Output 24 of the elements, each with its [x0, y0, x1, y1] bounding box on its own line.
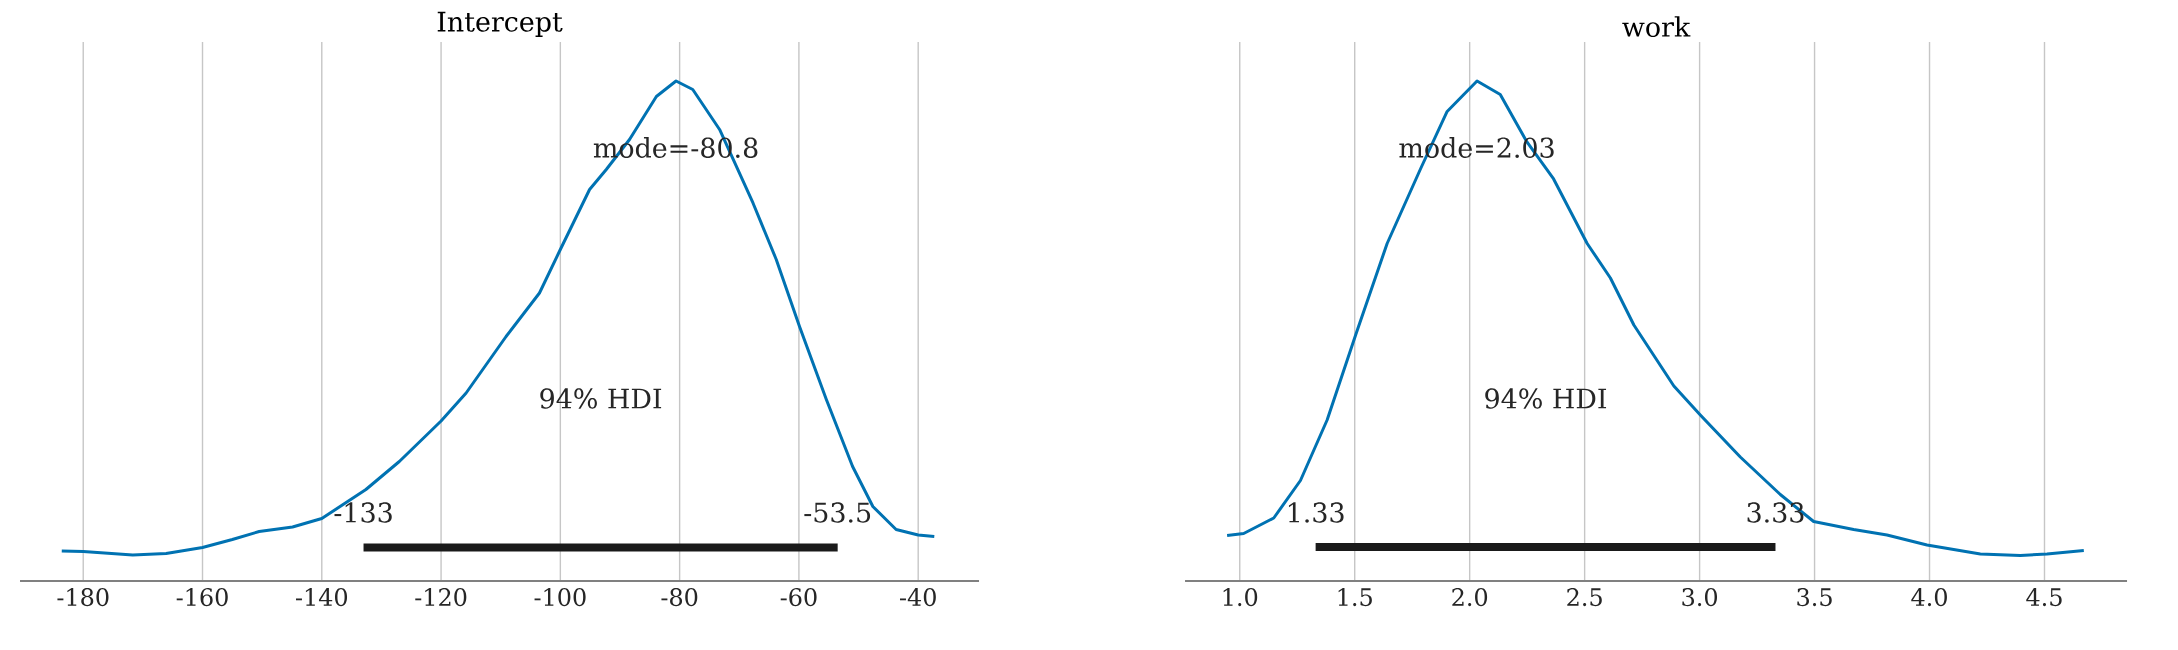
x-tick-label: -180: [57, 588, 109, 607]
x-tick-label: 4.5: [2026, 588, 2062, 607]
x-tick-label: -160: [176, 588, 228, 607]
x-tick-label: 2.5: [1567, 588, 1602, 607]
chart-title: Intercept: [437, 11, 563, 37]
x-tick-label: 3.0: [1682, 588, 1718, 607]
annotation: -53.5: [804, 502, 871, 523]
annotation: 94% HDI: [1485, 388, 1607, 409]
x-tick-label: -140: [295, 588, 348, 607]
x-tick-label: -100: [534, 588, 586, 607]
x-tick-label: -40: [900, 588, 936, 607]
x-tick-label: -120: [415, 588, 467, 607]
x-tick-label: 1.5: [1338, 588, 1372, 607]
x-tick-label: 2.0: [1452, 588, 1488, 607]
x-tick-label: 4.0: [1911, 588, 1947, 607]
annotation: 94% HDI: [540, 388, 662, 409]
x-tick-label: 3.5: [1797, 588, 1832, 607]
x-tick-label: -80: [661, 588, 698, 607]
x-tick-label: -60: [780, 588, 817, 607]
annotation: 1.33: [1288, 502, 1344, 523]
annotation: -133: [334, 502, 392, 523]
annotation: 3.33: [1747, 502, 1804, 523]
x-tick-label: 1.0: [1223, 588, 1258, 607]
chart-title: work: [1622, 16, 1691, 37]
